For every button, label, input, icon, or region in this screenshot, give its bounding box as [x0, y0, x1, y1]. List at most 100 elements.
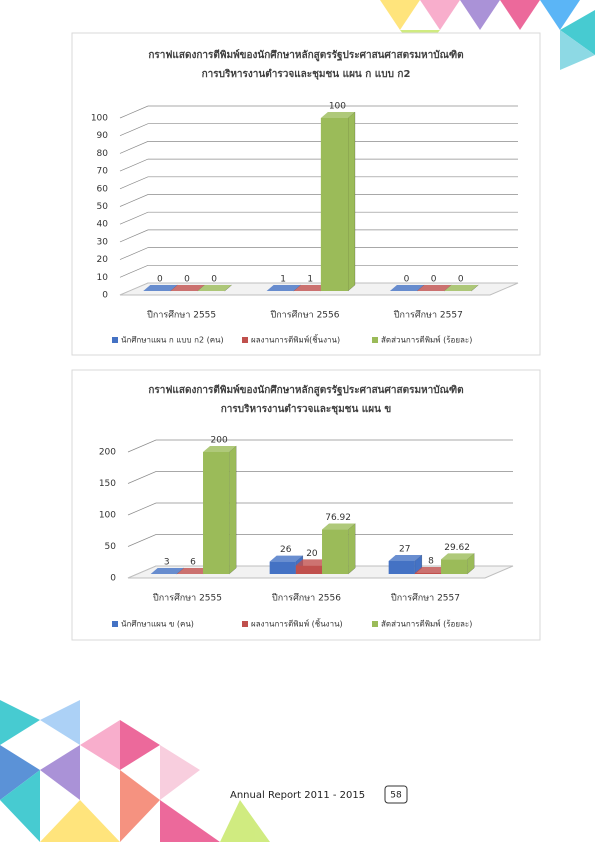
bar [320, 118, 348, 291]
value-label: 26 [280, 545, 292, 555]
bar-side [347, 522, 356, 575]
chart-frame [71, 32, 541, 356]
grid-line [119, 158, 518, 172]
bar [322, 529, 349, 574]
bar-top [295, 559, 330, 566]
value-label: 29.62 [444, 543, 470, 553]
y-tick-label: 150 [99, 479, 116, 489]
page-box [384, 785, 408, 804]
legend-label: ผลงานการตีพิมพ์ (ชิ้นงาน) [251, 618, 343, 629]
chart-title: การบริหารงานตำรวจและชุมชน แผน ข [221, 403, 392, 415]
y-tick-label: 0 [102, 291, 108, 301]
y-tick-label: 50 [105, 542, 117, 552]
bar-top [320, 112, 355, 118]
bar-top [388, 554, 422, 561]
bar-top [197, 285, 232, 291]
y-tick-label: 90 [97, 131, 109, 141]
value-label: 6 [190, 558, 196, 568]
grid-line [127, 534, 513, 547]
bar [295, 565, 323, 574]
value-label: 1 [280, 275, 286, 285]
y-tick-label: 100 [99, 511, 116, 521]
grid-line [119, 211, 518, 225]
y-tick-label: 50 [97, 202, 109, 212]
legend-label: นักศึกษาแผน ก แบบ ก2 (คน) [121, 336, 224, 345]
bar [441, 559, 468, 574]
bar-top [143, 285, 178, 291]
grid-line [119, 176, 518, 190]
bar-top [441, 553, 475, 560]
legend-label: ผลงานการตีพิมพ์(ชิ้นงาน) [251, 334, 340, 345]
grid-line [119, 194, 518, 207]
y-tick-label: 100 [91, 114, 108, 124]
value-label: 0 [157, 275, 163, 285]
legend-label: นักศึกษาแผน ข (คน) [121, 620, 194, 629]
bar-top [170, 285, 205, 291]
value-label: 0 [184, 275, 190, 285]
value-label: 3 [164, 558, 170, 568]
x-tick-label: ปีการศึกษา 2557 [391, 593, 460, 604]
chart-title: กราฟแสดงการตีพิมพ์ของนักศึกษาหลักสูตรรัฐ… [148, 384, 463, 397]
page-number: 58 [390, 791, 402, 801]
value-label: 76.92 [325, 513, 351, 523]
grid-line [119, 229, 518, 243]
decoration-top [380, 0, 595, 70]
bar-top [322, 523, 356, 530]
chart-title: กราฟแสดงการตีพิมพ์ของนักศึกษาหลักสูตรรัฐ… [148, 49, 463, 62]
y-tick-label: 20 [97, 255, 109, 265]
y-tick-label: 10 [97, 273, 109, 283]
value-label: 200 [211, 436, 228, 446]
grid-line [127, 502, 513, 516]
x-tick-label: ปีการศึกษา 2555 [147, 310, 216, 321]
chart-title: การบริหารงานตำรวจและชุมชน แผน ก แบบ ก2 [202, 68, 411, 80]
grid-line [119, 264, 518, 278]
bar [203, 452, 230, 574]
bar-top [414, 566, 449, 573]
y-tick-label: 70 [97, 167, 109, 177]
bar-top [444, 285, 479, 291]
legend-label: สัดส่วนการตีพิมพ์ (ร้อยละ) [381, 335, 472, 345]
value-label: 20 [306, 549, 318, 559]
value-label: 0 [211, 275, 217, 285]
grid-line [119, 105, 518, 119]
decoration-bottom [0, 700, 270, 842]
bar-top [269, 555, 303, 562]
legend-swatch [112, 621, 118, 627]
value-label: 27 [399, 544, 410, 554]
legend-swatch [112, 337, 118, 343]
bar-top [389, 285, 425, 291]
y-tick-label: 40 [97, 220, 109, 230]
value-label: 0 [404, 275, 410, 285]
legend-label: สัดส่วนการตีพิมพ์ (ร้อยละ) [381, 619, 472, 629]
x-tick-label: ปีการศึกษา 2556 [272, 593, 341, 604]
value-label: 8 [428, 556, 434, 566]
legend-swatch [242, 621, 248, 627]
value-label: 0 [458, 275, 464, 285]
y-tick-label: 80 [97, 149, 109, 159]
legend-swatch [372, 621, 378, 627]
bar [269, 561, 296, 574]
grid-line [127, 439, 513, 453]
bar-side [228, 445, 237, 575]
bar-side [347, 111, 356, 292]
x-tick-label: ปีการศึกษา 2555 [153, 593, 222, 604]
chart-frame [71, 369, 541, 641]
x-tick-label: ปีการศึกษา 2556 [270, 310, 339, 321]
y-tick-label: 60 [97, 184, 109, 194]
grid-line [119, 123, 518, 137]
bar-top [176, 568, 211, 574]
value-label: 1 [307, 275, 313, 285]
bar-top [150, 568, 184, 574]
y-tick-label: 200 [99, 448, 116, 458]
value-label: 0 [431, 275, 437, 285]
legend-swatch [242, 337, 248, 343]
bar [388, 560, 415, 574]
y-tick-label: 0 [110, 574, 116, 584]
grid-line [119, 141, 518, 154]
bar-top [417, 285, 452, 291]
y-tick-label: 30 [97, 237, 109, 247]
bar-top [293, 285, 328, 291]
value-label: 100 [329, 102, 346, 112]
